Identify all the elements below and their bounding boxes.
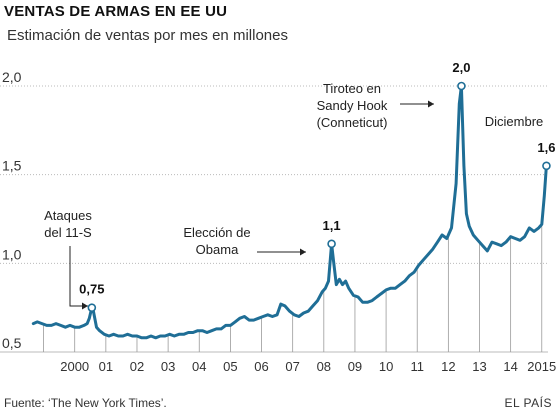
value-label: 1,6: [537, 140, 555, 155]
x-tick-label: 02: [130, 359, 144, 374]
peak-marker: [327, 239, 336, 249]
arrowhead: [300, 248, 306, 256]
annotation-text: (Conneticut): [317, 115, 388, 130]
x-tick-label: 09: [348, 359, 362, 374]
value-label: 2,0: [452, 60, 470, 75]
annotation-text: Sandy Hook: [317, 98, 388, 113]
x-tick-label: 04: [192, 359, 206, 374]
x-tick-label: 2000: [60, 359, 89, 374]
y-tick-label: 1,0: [2, 246, 22, 262]
source-note: Fuente: ‘The New York Times’.: [4, 396, 167, 410]
annotation-arrow: [69, 246, 88, 307]
arrowhead: [428, 100, 434, 108]
x-tick-label: 10: [379, 359, 393, 374]
value-label: 0,75: [79, 282, 104, 297]
x-tick-label: 11: [410, 359, 424, 374]
annotation-text: Diciembre: [485, 114, 544, 129]
data-markers: 0,75 1,1 2,0 1,6: [79, 60, 555, 312]
annotation-text: del 11-S: [44, 225, 92, 240]
x-tick-label: 03: [161, 359, 175, 374]
x-tick-label: 13: [472, 359, 486, 374]
y-tick-label: 2,0: [2, 69, 22, 85]
x-tick-label: 14: [503, 359, 517, 374]
annotation-text: Ataques: [44, 208, 92, 223]
value-label: 1,1: [323, 218, 341, 233]
sales-line: [31, 84, 548, 340]
publisher-credit: EL PAÍS: [504, 396, 552, 410]
x-axis-labels: 2000 01 02 03 04 05 06 07 08 09 10 11 12 13 14 2015: [60, 359, 556, 374]
peak-marker: [542, 161, 551, 171]
x-tick-label: 2015: [527, 359, 556, 374]
x-tick-label: 07: [285, 359, 299, 374]
chart-title: VENTAS DE ARMAS EN EE UU: [4, 3, 228, 20]
annotation-text: Tiroteo en: [323, 81, 381, 96]
x-tick-label: 05: [223, 359, 237, 374]
annotation-text: Obama: [196, 242, 239, 257]
annotation-text: Elección de: [183, 225, 250, 240]
y-tick-label: 1,5: [2, 158, 22, 174]
year-markers: [43, 224, 543, 352]
x-tick-label: 01: [99, 359, 113, 374]
y-tick-label: 0,5: [2, 335, 22, 351]
x-tick-label: 06: [254, 359, 268, 374]
x-tick-label: 12: [441, 359, 455, 374]
annotations: Ataques del 11-S Elección de Obama Tiroteo e…: [44, 81, 543, 310]
peak-marker: [87, 303, 97, 312]
peak-marker: [457, 81, 466, 91]
chart-subtitle: Estimación de ventas por mes en millones: [7, 27, 288, 44]
x-tick-label: 08: [317, 359, 331, 374]
y-axis-labels: 2,0 1,5 1,0 0,5: [2, 69, 22, 351]
arrowhead: [82, 302, 88, 310]
